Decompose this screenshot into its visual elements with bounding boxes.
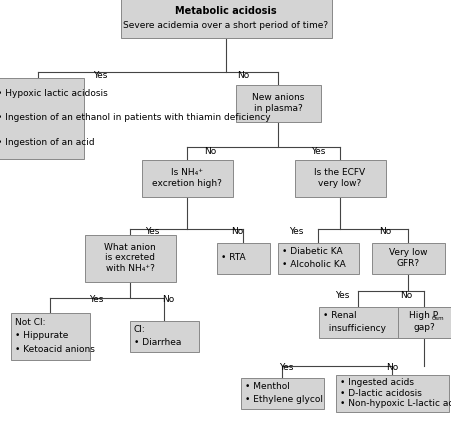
- Text: Very low
GFR?: Very low GFR?: [388, 248, 426, 268]
- Text: • Ingested acids: • Ingested acids: [339, 378, 413, 387]
- Text: Is NH₄⁺
excretion high?: Is NH₄⁺ excretion high?: [152, 168, 221, 188]
- FancyBboxPatch shape: [129, 320, 198, 352]
- Text: No: No: [399, 290, 411, 300]
- FancyBboxPatch shape: [216, 243, 269, 273]
- Text: • Hypoxic lactic acidosis: • Hypoxic lactic acidosis: [0, 89, 107, 98]
- Text: Osm: Osm: [431, 316, 444, 322]
- Text: • Alcoholic KA: • Alcoholic KA: [281, 260, 345, 269]
- Text: insufficiency: insufficiency: [322, 324, 385, 333]
- FancyBboxPatch shape: [141, 160, 232, 197]
- FancyBboxPatch shape: [0, 78, 83, 159]
- FancyBboxPatch shape: [396, 306, 450, 338]
- Text: No: No: [230, 227, 243, 236]
- Text: Yes: Yes: [278, 363, 293, 373]
- Text: Yes: Yes: [92, 71, 107, 81]
- FancyBboxPatch shape: [235, 84, 320, 122]
- Text: Yes: Yes: [334, 290, 349, 300]
- Text: Yes: Yes: [310, 146, 324, 155]
- FancyBboxPatch shape: [318, 306, 396, 338]
- Text: No: No: [378, 227, 390, 236]
- Text: High P: High P: [409, 311, 437, 320]
- Text: High Pₒₛₘ
gap?: High Pₒₛₘ gap?: [402, 312, 444, 332]
- Text: No: No: [236, 71, 249, 81]
- Text: Is the ECFV
very low?: Is the ECFV very low?: [314, 168, 365, 188]
- Text: No: No: [161, 295, 174, 305]
- Text: • Menthol: • Menthol: [244, 382, 289, 391]
- Text: • RTA: • RTA: [221, 254, 245, 262]
- Text: No: No: [203, 146, 216, 155]
- Text: Yes: Yes: [288, 227, 303, 236]
- Text: • Ketoacid anions: • Ketoacid anions: [15, 346, 95, 354]
- Text: Cl:: Cl:: [133, 325, 145, 334]
- FancyBboxPatch shape: [335, 374, 447, 411]
- Text: What anion
is excreted
with NH₄⁺?: What anion is excreted with NH₄⁺?: [104, 243, 156, 273]
- Text: • Ethylene glycol: • Ethylene glycol: [244, 395, 322, 404]
- FancyBboxPatch shape: [396, 306, 450, 338]
- Text: • Hippurate: • Hippurate: [15, 332, 68, 341]
- FancyBboxPatch shape: [84, 235, 175, 281]
- FancyBboxPatch shape: [120, 0, 331, 38]
- FancyBboxPatch shape: [294, 160, 385, 197]
- Text: Severe acidemia over a short period of time?: Severe acidemia over a short period of t…: [123, 22, 328, 30]
- FancyBboxPatch shape: [240, 378, 323, 408]
- Text: • Diabetic KA: • Diabetic KA: [281, 247, 342, 256]
- FancyBboxPatch shape: [371, 243, 443, 273]
- Text: No: No: [385, 363, 397, 373]
- Text: gap?: gap?: [412, 324, 434, 333]
- Text: New anions
in plasma?: New anions in plasma?: [251, 93, 304, 113]
- Text: • Diarrhea: • Diarrhea: [133, 338, 181, 347]
- Text: • Non-hypoxic L-lactic acidosis: • Non-hypoxic L-lactic acidosis: [339, 399, 451, 408]
- Text: Metabolic acidosis: Metabolic acidosis: [175, 6, 276, 16]
- Text: Yes: Yes: [88, 295, 103, 305]
- FancyBboxPatch shape: [10, 313, 89, 360]
- Text: • Ingestion of an acid: • Ingestion of an acid: [0, 138, 94, 147]
- Text: Yes: Yes: [144, 227, 159, 236]
- Text: • Renal: • Renal: [322, 311, 356, 320]
- FancyBboxPatch shape: [277, 243, 358, 273]
- Text: Not Cl:: Not Cl:: [15, 318, 46, 327]
- Text: • D-lactic acidosis: • D-lactic acidosis: [339, 389, 421, 398]
- Text: • Ingestion of an ethanol in patients with thiamin deficiency: • Ingestion of an ethanol in patients wi…: [0, 114, 270, 122]
